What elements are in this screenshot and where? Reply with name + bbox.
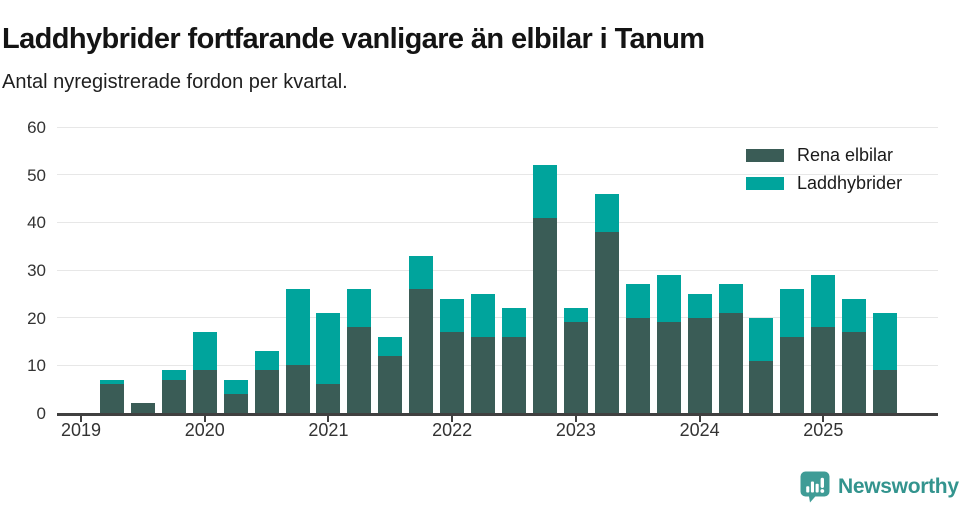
gridline-30 <box>57 269 938 271</box>
bar-segment <box>254 351 279 371</box>
bar-segment <box>502 308 527 337</box>
bar-segment <box>687 293 712 318</box>
x-tick-label-2023: 2023 <box>555 420 596 440</box>
bar-segment <box>811 274 836 328</box>
legend-label-laddhybrider: Laddhybrider <box>797 172 903 193</box>
x-tick-label-2022: 2022 <box>432 420 473 440</box>
bar-segment <box>223 379 248 394</box>
bar-segment <box>440 331 465 413</box>
chart-title: Laddhybrider fortfarande vanligare än el… <box>2 23 705 56</box>
x-tick-label-2024: 2024 <box>679 420 720 440</box>
bar-segment <box>316 312 341 385</box>
gridline-20 <box>57 317 938 319</box>
x-tick-2023 <box>574 416 577 422</box>
x-tick-label-2021: 2021 <box>308 420 349 440</box>
gridline-60 <box>57 126 938 128</box>
x-tick-label-2019: 2019 <box>60 420 102 440</box>
bar-segment <box>625 317 650 413</box>
legend-item-rena-elbilar: Rena elbilar <box>746 141 902 169</box>
legend-item-laddhybrider: Laddhybrider <box>746 169 902 197</box>
bar-chart-speech-bubble-icon <box>800 471 830 503</box>
bar-segment <box>563 322 588 413</box>
bar-segment <box>656 322 681 413</box>
bar-segment <box>594 231 619 413</box>
y-tick-label-40: 40 <box>27 213 46 233</box>
bar-segment <box>471 336 496 413</box>
y-tick-label-0: 0 <box>36 404 46 423</box>
bar-segment <box>563 308 588 323</box>
bar-segment <box>285 365 310 413</box>
bar-segment <box>99 384 124 413</box>
bar-segment <box>223 393 248 413</box>
bar-segment <box>409 289 434 413</box>
bar-segment <box>130 403 155 413</box>
bar-segment <box>347 289 372 328</box>
y-tick-label-30: 30 <box>27 261 46 280</box>
legend: Rena elbilar Laddhybrider <box>746 141 902 197</box>
brand-footer: Newsworthy <box>799 470 959 503</box>
bar-segment <box>161 379 186 413</box>
bar-segment <box>502 336 527 413</box>
bar-segment <box>656 274 681 323</box>
gridline-40 <box>57 221 938 223</box>
x-tick-2025 <box>822 416 825 422</box>
bar-segment <box>347 327 372 413</box>
bar-segment <box>532 165 557 218</box>
legend-label-rena-elbilar: Rena elbilar <box>797 144 894 165</box>
plot-area <box>57 126 938 416</box>
chart-subtitle: Antal nyregistrerade fordon per kvartal. <box>2 71 348 93</box>
x-tick-2019 <box>80 416 82 422</box>
y-tick-label-20: 20 <box>27 308 46 328</box>
bar-segment <box>378 336 403 356</box>
legend-swatch-rena-elbilar <box>746 148 784 162</box>
y-tick-label-50: 50 <box>27 165 46 185</box>
x-tick-2021 <box>327 416 330 422</box>
bar-segment <box>192 370 217 413</box>
bar-segment <box>192 331 217 371</box>
x-tick-label-2025: 2025 <box>803 420 844 440</box>
x-tick-label-2020: 2020 <box>184 420 225 440</box>
bar-segment <box>687 317 712 413</box>
bar-segment <box>409 255 434 290</box>
x-tick-2024 <box>698 416 701 422</box>
brand-name: Newsworthy <box>838 474 959 498</box>
gridline-10 <box>57 364 938 366</box>
bar-segment <box>873 312 898 371</box>
bar-segment <box>780 289 805 337</box>
bar-segment <box>842 298 867 332</box>
bar-segment <box>594 193 619 232</box>
bar-segment <box>780 336 805 413</box>
gridline-50 <box>57 174 938 176</box>
bar-segment <box>316 384 341 413</box>
bar-segment <box>471 293 496 337</box>
legend-swatch-laddhybrider <box>746 176 784 190</box>
y-axis: 0 10 20 30 40 50 60 <box>0 0 46 450</box>
bar-segment <box>99 379 124 385</box>
bar-segment <box>811 327 836 413</box>
bar-segment <box>749 360 774 413</box>
bar-segment <box>161 370 186 380</box>
bar-segment <box>749 317 774 361</box>
bar-segment <box>718 284 743 313</box>
x-axis: 2019 2020 2021 2022 2023 2024 2025 <box>60 416 844 440</box>
x-tick-2022 <box>451 416 454 422</box>
bar-segment <box>718 312 743 413</box>
bar-segment <box>625 284 650 318</box>
y-tick-label-60: 60 <box>27 118 46 137</box>
bar-segment <box>532 217 557 413</box>
x-tick-2020 <box>203 416 206 422</box>
bar-segment <box>285 289 310 366</box>
bar-segment <box>378 355 403 413</box>
bar-segment <box>842 331 867 413</box>
y-tick-label-10: 10 <box>27 356 46 376</box>
bar-segment <box>254 370 279 413</box>
bar-segment <box>873 370 898 413</box>
bar-segment <box>440 298 465 332</box>
